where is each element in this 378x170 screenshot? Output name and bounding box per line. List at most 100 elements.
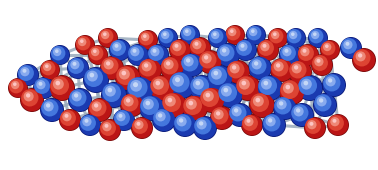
Circle shape	[297, 75, 323, 101]
Circle shape	[271, 59, 293, 81]
Circle shape	[120, 93, 144, 117]
Circle shape	[184, 56, 194, 66]
Circle shape	[220, 46, 230, 56]
Circle shape	[227, 61, 249, 83]
Circle shape	[153, 79, 164, 90]
Circle shape	[239, 79, 250, 90]
Circle shape	[269, 29, 287, 47]
Circle shape	[161, 31, 169, 39]
Circle shape	[169, 39, 191, 61]
Circle shape	[50, 76, 74, 100]
Circle shape	[150, 47, 160, 56]
Circle shape	[161, 92, 187, 118]
Circle shape	[190, 38, 206, 54]
Circle shape	[203, 91, 214, 101]
Circle shape	[273, 96, 297, 120]
Circle shape	[262, 44, 266, 48]
Circle shape	[73, 62, 76, 66]
Circle shape	[183, 28, 191, 36]
Circle shape	[166, 61, 170, 66]
Circle shape	[214, 109, 224, 120]
Circle shape	[160, 56, 184, 80]
Circle shape	[45, 64, 49, 68]
Circle shape	[320, 40, 340, 60]
Circle shape	[182, 95, 208, 121]
Circle shape	[254, 61, 258, 66]
Circle shape	[289, 31, 297, 39]
Circle shape	[294, 106, 304, 116]
Circle shape	[229, 63, 240, 73]
Circle shape	[62, 112, 71, 121]
Circle shape	[223, 88, 228, 92]
Circle shape	[194, 117, 216, 139]
Circle shape	[314, 94, 332, 112]
Circle shape	[189, 37, 211, 59]
Circle shape	[162, 93, 186, 117]
Circle shape	[232, 65, 236, 70]
Circle shape	[88, 98, 112, 122]
Circle shape	[236, 76, 255, 95]
Circle shape	[8, 78, 28, 98]
Circle shape	[40, 60, 60, 80]
Circle shape	[298, 45, 314, 61]
Circle shape	[291, 104, 313, 126]
Circle shape	[258, 76, 282, 100]
Circle shape	[105, 86, 116, 97]
Circle shape	[181, 26, 199, 44]
Circle shape	[221, 86, 232, 97]
Circle shape	[158, 28, 178, 48]
Circle shape	[107, 88, 112, 92]
Circle shape	[323, 43, 332, 51]
Circle shape	[273, 32, 277, 36]
Circle shape	[313, 32, 317, 36]
Circle shape	[114, 110, 134, 130]
Circle shape	[132, 118, 152, 138]
Circle shape	[46, 103, 50, 108]
Circle shape	[106, 61, 110, 66]
Circle shape	[185, 29, 189, 33]
Circle shape	[207, 65, 233, 91]
Circle shape	[90, 73, 94, 77]
Circle shape	[217, 82, 243, 108]
Circle shape	[170, 40, 190, 60]
Circle shape	[216, 43, 240, 67]
Circle shape	[290, 103, 314, 127]
Circle shape	[51, 46, 69, 64]
Circle shape	[250, 93, 274, 117]
Circle shape	[353, 49, 370, 66]
Circle shape	[314, 57, 324, 66]
Circle shape	[301, 79, 312, 90]
Circle shape	[327, 114, 349, 136]
Circle shape	[121, 71, 126, 75]
Circle shape	[271, 31, 279, 39]
Circle shape	[60, 110, 80, 130]
Circle shape	[249, 57, 271, 79]
Circle shape	[82, 117, 91, 126]
Circle shape	[139, 59, 156, 76]
Circle shape	[190, 76, 214, 100]
Circle shape	[147, 44, 169, 66]
Circle shape	[279, 79, 305, 105]
Circle shape	[229, 104, 246, 122]
Circle shape	[94, 103, 98, 108]
Circle shape	[91, 101, 102, 112]
Circle shape	[17, 64, 39, 86]
Circle shape	[305, 118, 325, 138]
Circle shape	[75, 35, 95, 55]
Circle shape	[43, 101, 54, 112]
Circle shape	[181, 54, 198, 71]
Circle shape	[80, 115, 100, 135]
Circle shape	[140, 96, 159, 115]
Circle shape	[76, 36, 90, 50]
Circle shape	[308, 28, 328, 48]
Circle shape	[165, 96, 176, 107]
Circle shape	[226, 60, 250, 84]
Circle shape	[70, 60, 79, 69]
Circle shape	[190, 76, 209, 95]
Circle shape	[217, 44, 239, 66]
Circle shape	[241, 114, 263, 136]
Circle shape	[228, 28, 236, 36]
Circle shape	[190, 38, 210, 58]
Circle shape	[325, 76, 336, 86]
Circle shape	[192, 40, 201, 49]
